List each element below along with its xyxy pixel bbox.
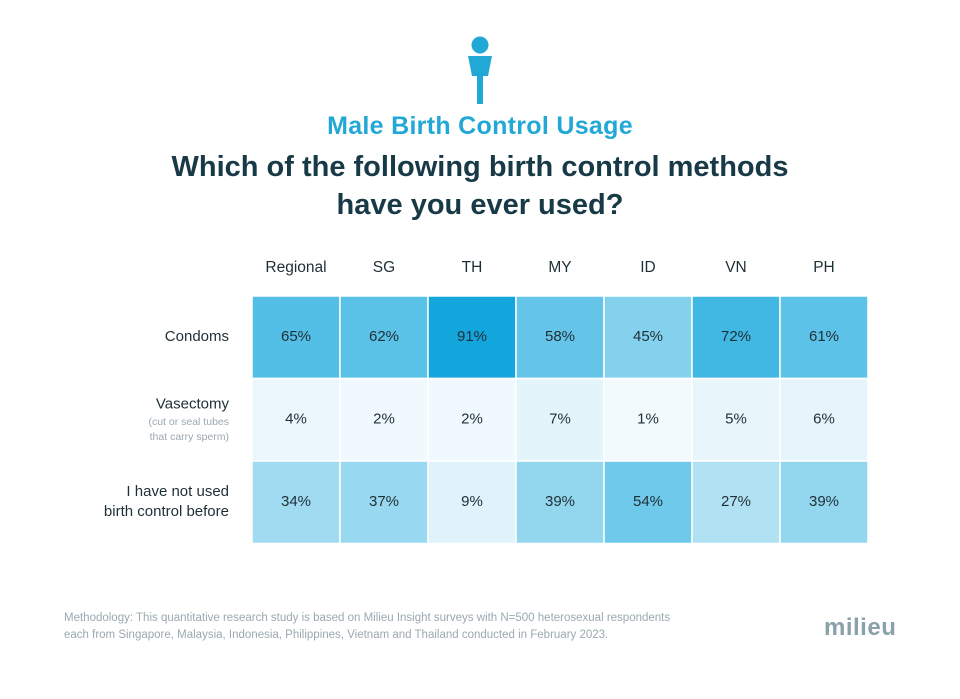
chart-subtitle: Male Birth Control Usage [327,112,633,140]
column-header-th: TH [462,259,483,276]
cell-value-label: 1% [637,411,659,428]
column-header-my: MY [548,259,571,276]
row-label: birth control before [104,503,229,520]
cell-value-label: 7% [549,411,571,428]
methodology-note: Methodology: This quantitative research … [64,610,744,644]
cell-value-label: 39% [545,493,575,510]
cell-value-label: 61% [809,328,839,345]
cell-value-label: 2% [461,411,483,428]
row-label-note: that carry sperm) [150,431,229,443]
heatmap-cell [691,460,781,545]
methodology-line-2: each from Singapore, Malaysia, Indonesia… [64,629,609,641]
heatmap-cell [603,377,693,462]
male-person-icon [468,36,492,104]
cell-value-label: 2% [373,411,395,428]
heatmap-cell [691,295,781,380]
column-header-regional: Regional [265,259,326,276]
cell-value-label: 5% [725,411,747,428]
heatmap-cell [779,295,869,380]
cell-value-label: 27% [721,493,751,510]
brand-logo: milieu [824,614,897,641]
question-line-2: have you ever used? [336,189,624,221]
cell-value-label: 45% [633,328,663,345]
methodology-line-1: Methodology: This quantitative research … [64,612,671,624]
row-label: Condoms [165,328,229,345]
heatmap-cell [251,377,341,462]
column-header-sg: SG [373,259,395,276]
heatmap-cell [691,377,781,462]
cell-value-label: 39% [809,493,839,510]
row-label: I have not used [126,483,229,500]
cell-value-label: 37% [369,493,399,510]
column-header-id: ID [640,259,656,276]
heatmap-cell [339,460,429,545]
question-line-1: Which of the following birth control met… [171,151,789,183]
heatmap-cell [779,460,869,545]
heatmap-cell [427,377,517,462]
heatmap-cell [427,460,517,545]
heatmap-cell [515,377,605,462]
heatmap-cell [603,460,693,545]
cell-value-label: 6% [813,411,835,428]
column-header-vn: VN [725,259,747,276]
row-label-note: (cut or seal tubes [148,416,229,428]
heatmap-cell [251,295,341,380]
cell-value-label: 58% [545,328,575,345]
cell-value-label: 91% [457,328,487,345]
chart-question: Which of the following birth control met… [0,148,960,224]
cell-value-label: 4% [285,411,307,428]
cell-value-label: 72% [721,328,751,345]
cell-value-label: 65% [281,328,311,345]
cell-value-label: 62% [369,328,399,345]
column-header-ph: PH [813,259,835,276]
cell-value-label: 34% [281,493,311,510]
cell-value-label: 9% [461,493,483,510]
heatmap-cell [251,460,341,545]
cell-value-label: 54% [633,493,663,510]
heatmap-cell [779,377,869,462]
row-label: Vasectomy [156,396,230,413]
